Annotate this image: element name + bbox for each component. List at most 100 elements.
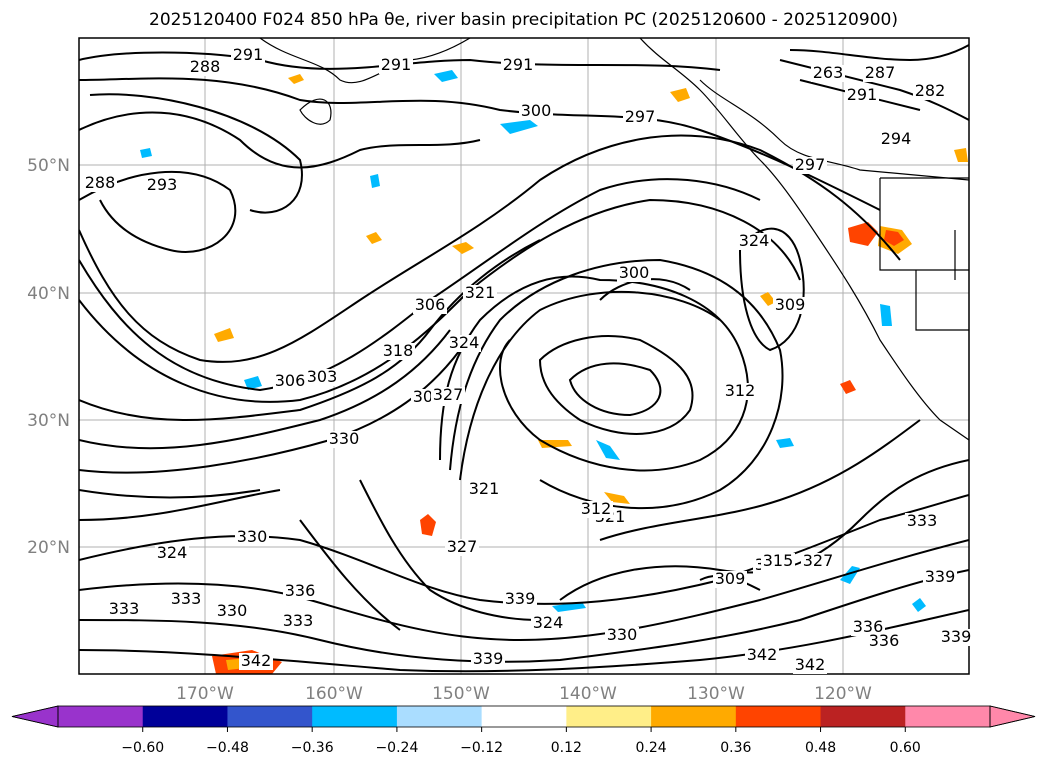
contour-label: 327 — [447, 537, 478, 556]
contour-label-bg — [713, 571, 747, 588]
contour-label-bg — [793, 157, 827, 174]
lon-tick-label: 120°W — [814, 684, 872, 704]
contour-label: 291 — [847, 85, 878, 104]
contour-label: 333 — [907, 511, 938, 530]
colorbar-tick-label: −0.12 — [460, 740, 503, 756]
colorbar-segment — [651, 706, 737, 727]
contour-label-bg — [413, 297, 447, 314]
contour-label: 263 — [813, 63, 844, 82]
contour-label-bg — [519, 103, 553, 120]
contour-label-bg — [215, 603, 249, 620]
contour-label-bg — [761, 553, 795, 570]
colorbar-segment — [58, 706, 144, 727]
contour-label-bg — [579, 501, 613, 518]
contour-label-bg — [913, 83, 947, 100]
contour-label-bg — [623, 109, 657, 126]
colorbar-segment — [905, 706, 991, 727]
latitude-labels: 50°N 40°N 30°N 20°N — [27, 156, 70, 558]
contour-label: 321 — [469, 479, 500, 498]
contour-label: 318 — [383, 341, 414, 360]
contour-label: 288 — [190, 57, 221, 76]
precip-blob — [840, 380, 856, 394]
colorbar-tick-label: −0.60 — [121, 740, 164, 756]
colorbar-segment — [481, 706, 567, 727]
contour-label: 336 — [853, 617, 884, 636]
contour-label-bg — [801, 553, 835, 570]
colorbar-extend-low — [11, 705, 59, 728]
contour-label-bg — [503, 591, 537, 608]
contour-label: 333 — [283, 611, 314, 630]
contour-label: 327 — [433, 385, 464, 404]
contour-label: 306 — [415, 295, 446, 314]
colorbar-tick-label: −0.24 — [375, 740, 418, 756]
contour-label-bg — [531, 615, 565, 632]
contour-label-bg — [431, 387, 465, 404]
contour-label-bg — [83, 175, 117, 192]
contour-label-bg — [467, 481, 501, 498]
contour-label-bg — [145, 177, 179, 194]
contour-label: 339 — [925, 567, 956, 586]
precip-blob — [670, 88, 690, 102]
precip-blob — [434, 70, 458, 82]
contour-label-bg — [381, 343, 415, 360]
lon-tick-label: 150°W — [432, 684, 490, 704]
contour-label: 294 — [881, 129, 912, 148]
precip-blob — [214, 328, 234, 342]
contour-label-bg — [811, 65, 845, 82]
contour-label: 287 — [865, 63, 896, 82]
contour-label-bg — [447, 335, 481, 352]
contour-label-bg — [723, 383, 757, 400]
contour-label-bg — [169, 591, 203, 608]
precip-blob — [288, 74, 304, 84]
lon-tick-label: 140°W — [559, 684, 617, 704]
precip-blob — [366, 232, 382, 244]
contour-label: 291 — [233, 45, 264, 64]
contour-label-bg — [863, 65, 897, 82]
contour-label-bg — [923, 569, 957, 586]
precip-blob — [912, 598, 926, 612]
contour-label-bg — [188, 59, 222, 76]
contour-label: 297 — [625, 107, 656, 126]
contour-label-bg — [867, 633, 901, 650]
contour-label-bg — [845, 87, 879, 104]
colorbar-segment — [227, 706, 313, 727]
contour-label: 312 — [581, 499, 612, 518]
contour-label-bg — [501, 57, 535, 74]
contour-label-bg — [617, 265, 651, 282]
lon-tick-label: 170°W — [176, 684, 234, 704]
colorbar-segment — [566, 706, 652, 727]
longitude-labels: 170°W 160°W 150°W 140°W 130°W 120°W — [176, 684, 872, 704]
lat-tick-label: 20°N — [27, 538, 70, 558]
contour-label-bg — [445, 539, 479, 556]
contour-label: 324 — [739, 231, 770, 250]
lon-tick-label: 130°W — [687, 684, 745, 704]
lat-tick-label: 30°N — [27, 411, 70, 431]
contour-label-bg — [851, 619, 885, 636]
plot-title: 2025120400 F024 850 hPa θe, river basin … — [149, 10, 898, 30]
contour-label: 324 — [449, 333, 480, 352]
contour-label: 282 — [915, 81, 946, 100]
precip-blob — [452, 242, 474, 254]
contour-label: 333 — [109, 599, 140, 618]
contour-label: 315 — [763, 551, 794, 570]
precip-blob — [140, 148, 152, 158]
contour-label: 339 — [505, 589, 536, 608]
precip-blob — [880, 304, 892, 326]
precip-blob — [604, 492, 630, 504]
contour-label-bg — [905, 513, 939, 530]
contour-label: 321 — [465, 283, 496, 302]
contour-label: 288 — [85, 173, 116, 192]
contour-label-bg — [231, 47, 265, 64]
lat-tick-label: 50°N — [27, 156, 70, 176]
colorbar-segment — [396, 706, 483, 727]
contour-label: 339 — [473, 649, 504, 668]
contour-label: 306 — [275, 371, 306, 390]
precip-blob — [370, 174, 380, 188]
contour-label-bg — [463, 285, 497, 302]
contour-label: 291 — [381, 55, 412, 74]
contour-label-bg — [379, 57, 413, 74]
colorbar-segment — [142, 706, 228, 727]
colorbar-tick-label: −0.36 — [291, 740, 334, 756]
contour-label-bg — [327, 431, 361, 448]
colorbar: −0.60 −0.48 −0.36 −0.24 −0.12 0.12 0.24 0.36 0.4… — [11, 705, 1036, 756]
